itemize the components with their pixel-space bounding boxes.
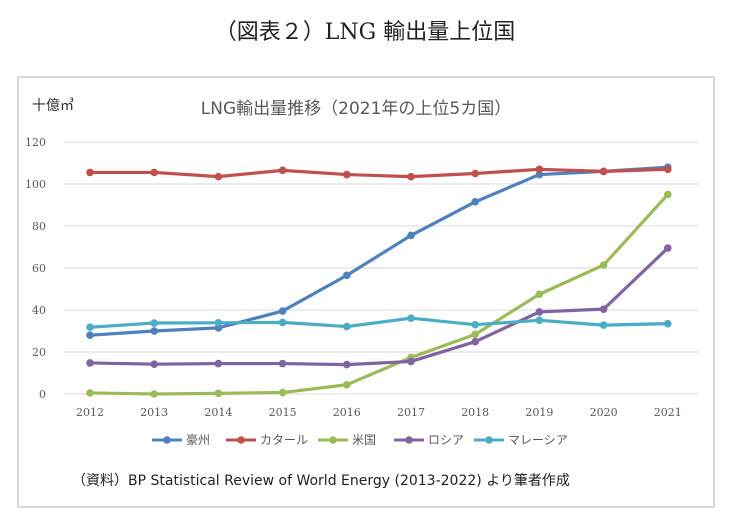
data-point bbox=[599, 261, 608, 269]
data-point bbox=[86, 389, 94, 397]
data-point bbox=[535, 290, 544, 299]
data-point bbox=[471, 330, 480, 339]
legend-label: マレーシア bbox=[508, 433, 568, 447]
data-point bbox=[664, 319, 672, 328]
data-point bbox=[471, 337, 480, 346]
legend-marker bbox=[237, 436, 245, 444]
data-point bbox=[535, 170, 544, 179]
data-point bbox=[471, 198, 480, 206]
data-point bbox=[86, 331, 94, 340]
data-point bbox=[278, 307, 287, 315]
legend-marker bbox=[163, 436, 171, 444]
y-tick-label: 120 bbox=[25, 136, 46, 149]
legend-marker bbox=[405, 436, 413, 444]
chart-title: LNG輸出量推移（2021年の上位5カ国） bbox=[201, 99, 511, 119]
data-point bbox=[343, 322, 351, 331]
data-point bbox=[343, 360, 351, 369]
data-point bbox=[214, 359, 223, 368]
data-point bbox=[86, 359, 94, 367]
data-point bbox=[150, 360, 158, 368]
x-tick-label: 2015 bbox=[269, 406, 297, 419]
data-point bbox=[599, 321, 608, 329]
x-tick-label: 2018 bbox=[461, 406, 489, 419]
data-point bbox=[407, 357, 415, 366]
unit-label: 十億㎥ bbox=[32, 98, 74, 114]
y-tick-label: 60 bbox=[32, 262, 46, 275]
x-tick-label: 2019 bbox=[525, 406, 553, 419]
series-line bbox=[88, 192, 670, 396]
data-point bbox=[214, 172, 223, 181]
legend-label: カタール bbox=[260, 433, 308, 447]
data-point bbox=[599, 305, 608, 313]
legend-label: 米国 bbox=[352, 433, 376, 447]
series-line bbox=[88, 316, 670, 329]
data-point bbox=[664, 165, 672, 174]
data-point bbox=[407, 314, 415, 322]
legend-label: 豪州 bbox=[186, 432, 210, 447]
data-point bbox=[214, 389, 223, 398]
data-point bbox=[407, 172, 415, 181]
x-tick-label: 2016 bbox=[333, 406, 361, 419]
series-line bbox=[88, 167, 670, 179]
x-tick-label: 2013 bbox=[140, 406, 168, 419]
data-point bbox=[150, 327, 158, 335]
figure-title: （図表２）LNG 輸出量上位国 bbox=[214, 20, 516, 45]
data-point bbox=[407, 231, 415, 240]
data-point bbox=[535, 165, 544, 174]
data-point bbox=[599, 167, 608, 176]
x-tick-label: 2021 bbox=[654, 406, 682, 419]
data-point bbox=[278, 318, 287, 327]
series-line bbox=[88, 165, 670, 337]
data-point bbox=[278, 359, 287, 368]
data-point bbox=[278, 388, 287, 397]
data-point bbox=[86, 323, 94, 332]
x-tick-label: 2012 bbox=[76, 406, 104, 419]
data-point bbox=[150, 319, 158, 327]
data-point bbox=[150, 390, 158, 398]
data-point bbox=[471, 169, 480, 178]
y-tick-label: 20 bbox=[32, 346, 46, 359]
data-point bbox=[343, 170, 351, 179]
x-tick-label: 2020 bbox=[590, 406, 618, 419]
data-point bbox=[664, 244, 672, 252]
y-tick-label: 80 bbox=[32, 220, 46, 233]
data-point bbox=[343, 380, 351, 389]
x-tick-label: 2014 bbox=[204, 406, 232, 419]
data-point bbox=[471, 320, 480, 329]
data-point bbox=[664, 190, 672, 199]
legend-marker bbox=[485, 436, 493, 444]
data-point bbox=[150, 168, 158, 177]
series-line bbox=[88, 246, 670, 367]
data-point bbox=[214, 319, 223, 327]
source-note: （資料）BP Statistical Review of World Energ… bbox=[72, 473, 570, 489]
data-point bbox=[343, 271, 351, 280]
data-point bbox=[535, 308, 544, 316]
y-tick-label: 0 bbox=[39, 388, 46, 401]
y-tick-label: 100 bbox=[25, 178, 46, 191]
x-tick-label: 2017 bbox=[397, 406, 425, 419]
legend-label: ロシア bbox=[428, 433, 464, 447]
data-point bbox=[535, 316, 544, 325]
legend-marker bbox=[329, 436, 337, 444]
data-point bbox=[278, 166, 287, 175]
data-point bbox=[86, 168, 94, 177]
y-tick-label: 40 bbox=[32, 304, 46, 317]
chart-area bbox=[17, 76, 715, 508]
